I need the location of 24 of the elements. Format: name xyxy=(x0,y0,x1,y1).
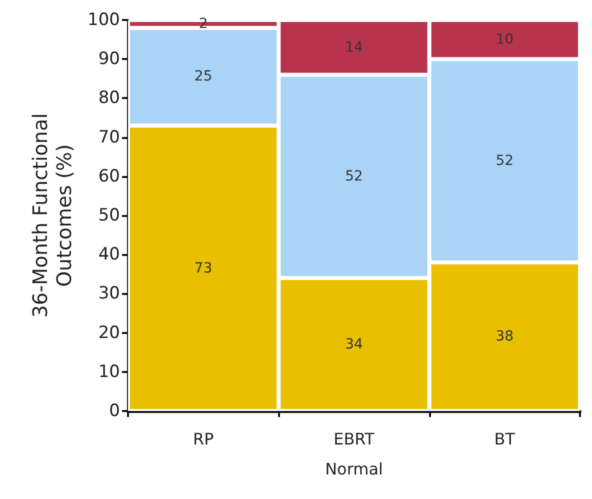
y-tick-label: 40 xyxy=(98,244,120,265)
data-label: 52 xyxy=(496,152,514,169)
data-label: 52 xyxy=(345,168,363,184)
data-label: 25 xyxy=(194,68,212,85)
y-axis-title: 36-Month Functional Outcomes (%) xyxy=(28,113,76,318)
y-tick-label: 50 xyxy=(98,206,120,226)
y-tick-label: 20 xyxy=(98,322,120,343)
x-tick-label: RP xyxy=(192,430,214,448)
data-label: 73 xyxy=(194,260,212,276)
y-tick-label: 80 xyxy=(98,88,120,108)
y-tick-label: 70 xyxy=(98,127,120,148)
y-tick-label: 0 xyxy=(109,401,120,421)
data-label: 38 xyxy=(496,328,514,345)
y-tick-label: 30 xyxy=(98,284,120,304)
data-label: 34 xyxy=(345,336,363,353)
y-tick-label: 100 xyxy=(88,10,120,30)
x-axis-title: Normal xyxy=(325,460,383,478)
y-tick-label: 60 xyxy=(98,166,120,186)
y-tick-label: 90 xyxy=(98,49,120,70)
y-tick-label: 10 xyxy=(98,362,120,382)
data-label: 14 xyxy=(345,39,363,56)
x-tick-label: EBRT xyxy=(334,430,375,448)
x-tick-label: BT xyxy=(494,430,516,448)
data-label: 10 xyxy=(496,32,514,48)
